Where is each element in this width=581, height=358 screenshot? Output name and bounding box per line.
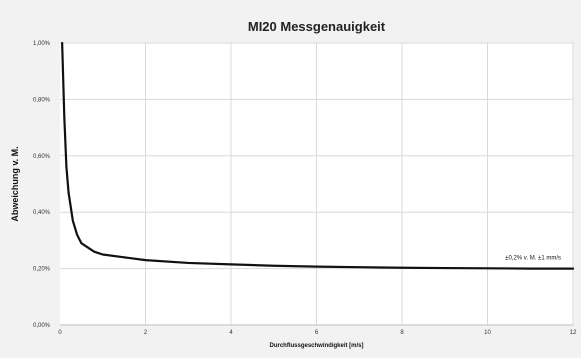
y-axis-label: Abweichung v. M. bbox=[10, 146, 20, 221]
y-axis-tick-labels: 0,00% 0,20% 0,40% 0,60% 0,80% 1,00% bbox=[33, 41, 51, 329]
x-tick-label: 2 bbox=[144, 330, 148, 336]
y-tick-label: 0,80% bbox=[33, 97, 51, 103]
accuracy-curve bbox=[61, 41, 575, 270]
y-tick-label: 0,40% bbox=[33, 210, 51, 216]
y-tick-label: 0,20% bbox=[33, 267, 51, 273]
x-tick-label: 8 bbox=[400, 330, 404, 336]
x-axis-label: Durchflussgeschwindigkeit [m/s] bbox=[269, 343, 363, 349]
x-tick-label: 10 bbox=[484, 330, 491, 336]
accuracy-annotation: ±0,2% v. M. ±1 mm/s bbox=[505, 256, 561, 262]
y-tick-label: 0,00% bbox=[33, 323, 51, 329]
x-tick-label: 0 bbox=[58, 330, 62, 336]
x-tick-label: 12 bbox=[570, 330, 577, 336]
x-tick-label: 6 bbox=[315, 330, 319, 336]
y-tick-label: 0,60% bbox=[33, 154, 51, 160]
chart-title: MI20 Messgenauigkeit bbox=[248, 19, 386, 34]
x-axis-tick-labels: 0 2 4 6 8 10 12 bbox=[58, 330, 577, 336]
y-tick-label: 1,00% bbox=[33, 41, 51, 47]
x-tick-label: 4 bbox=[229, 330, 233, 336]
